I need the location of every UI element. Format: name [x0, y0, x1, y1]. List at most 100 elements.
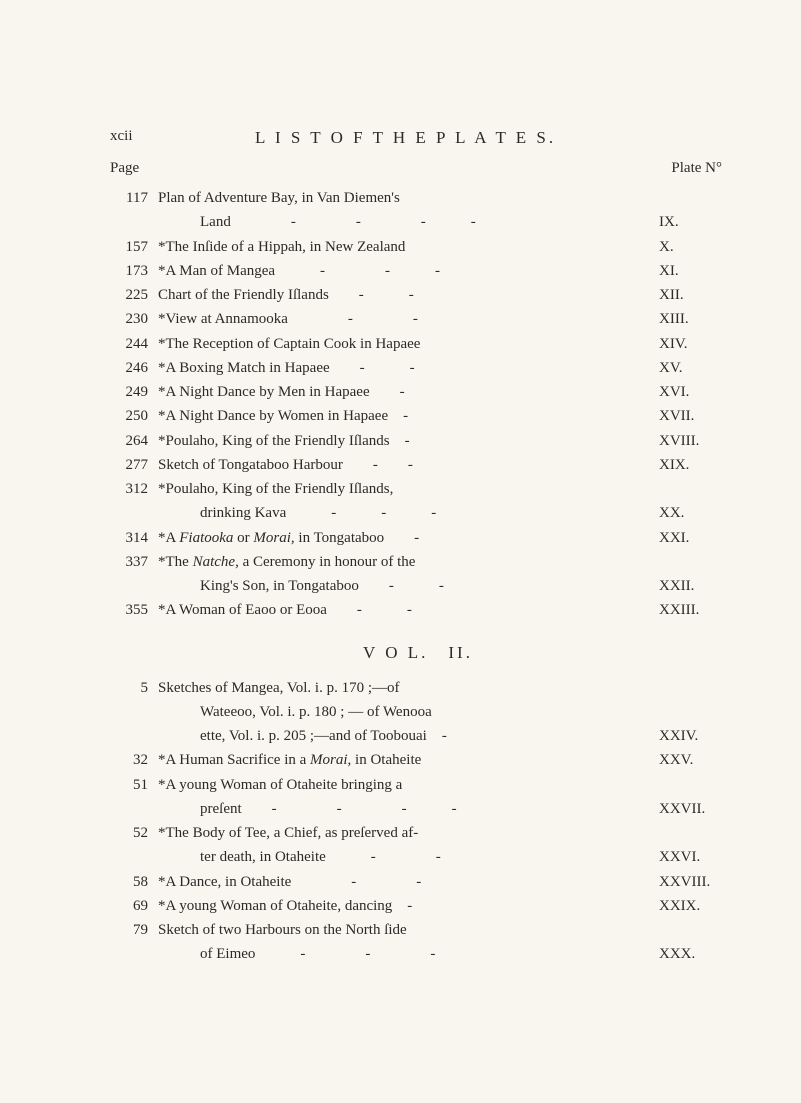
plate-entry: 58*A Dance, in Otaheite - -XXVIII. — [110, 871, 726, 894]
entry-description: *The Natche, a Ceremony in honour of the — [148, 551, 651, 574]
entry-plate-number: XI. — [651, 260, 726, 283]
entry-description: ette, Vol. i. p. 205 ;—and of Toobouai - — [148, 725, 651, 748]
plate-entry: 173*A Man of Mangea - - -XI. — [110, 260, 726, 283]
plate-entry: 79Sketch of two Harbours on the North ſi… — [110, 919, 726, 942]
plate-entry: 5Sketches of Mangea, Vol. i. p. 170 ;—of — [110, 677, 726, 700]
plate-entry: 264*Poulaho, King of the Friendly Iſland… — [110, 430, 726, 453]
entry-page-number: 157 — [110, 236, 148, 259]
entry-page-number: 52 — [110, 822, 148, 845]
plate-entry: 250*A Night Dance by Women in Hapaee -XV… — [110, 405, 726, 428]
entry-description: *The Reception of Captain Cook in Hapaee — [148, 333, 651, 356]
plate-list-content: Page Plate N° 117Plan of Adventure Bay, … — [110, 160, 726, 968]
entry-page-number: 312 — [110, 478, 148, 501]
entry-page-number: 58 — [110, 871, 148, 894]
plate-entry: Land - - - -IX. — [110, 211, 726, 234]
plate-entry: 312*Poulaho, King of the Friendly Iſland… — [110, 478, 726, 501]
entry-description: Land - - - - — [148, 211, 651, 234]
entry-description: *A Boxing Match in Hapaee - - — [148, 357, 651, 380]
entry-plate-number: XVI. — [651, 381, 726, 404]
plate-entry: 244*The Reception of Captain Cook in Hap… — [110, 333, 726, 356]
vol1-entries: 117Plan of Adventure Bay, in Van Diemen'… — [110, 187, 726, 623]
entry-description: *A Night Dance by Men in Hapaee - — [148, 381, 651, 404]
plate-entry: 337*The Natche, a Ceremony in honour of … — [110, 551, 726, 574]
plate-entry: ette, Vol. i. p. 205 ;—and of Toobouai -… — [110, 725, 726, 748]
entry-description: drinking Kava - - - — [148, 502, 651, 525]
entry-page-number: 117 — [110, 187, 148, 210]
entry-plate-number: XVIII. — [651, 430, 726, 453]
plate-entry: 277Sketch of Tongataboo Harbour - -XIX. — [110, 454, 726, 477]
plate-entry: 51*A young Woman of Otaheite bringing a — [110, 774, 726, 797]
entry-page-number: 277 — [110, 454, 148, 477]
plate-entry: preſent - - - -XXVII. — [110, 798, 726, 821]
entry-plate-number: XV. — [651, 357, 726, 380]
plate-entry: 249*A Night Dance by Men in Hapaee -XVI. — [110, 381, 726, 404]
entry-page-number: 230 — [110, 308, 148, 331]
entry-plate-number: XIV. — [651, 333, 726, 356]
plate-entry: 355*A Woman of Eaoo or Eooa - -XXIII. — [110, 599, 726, 622]
entry-description: *Poulaho, King of the Friendly Iſlands, — [148, 478, 651, 501]
entry-description: King's Son, in Tongataboo - - — [148, 575, 651, 598]
entry-description: *A Dance, in Otaheite - - — [148, 871, 651, 894]
entry-plate-number: XXVI. — [651, 846, 726, 869]
entry-plate-number: X. — [651, 236, 726, 259]
entry-description: *The Inſide of a Hippah, in New Zealand — [148, 236, 651, 259]
entry-description: *A Woman of Eaoo or Eooa - - — [148, 599, 651, 622]
entry-page-number: 250 — [110, 405, 148, 428]
entry-plate-number: XVII. — [651, 405, 726, 428]
plate-entry: 157*The Inſide of a Hippah, in New Zeala… — [110, 236, 726, 259]
entry-description: *A young Woman of Otaheite, dancing - — [148, 895, 651, 918]
entry-plate-number: XXI. — [651, 527, 726, 550]
entry-description: *A Night Dance by Women in Hapaee - — [148, 405, 651, 428]
page-title: L I S T O F T H E P L A T E S. — [255, 128, 556, 148]
plate-entry: 32*A Human Sacrifice in a Morai, in Otah… — [110, 749, 726, 772]
entry-plate-number: XXX. — [651, 943, 726, 966]
entry-page-number: 246 — [110, 357, 148, 380]
entry-page-number: 5 — [110, 677, 148, 700]
entry-page-number: 173 — [110, 260, 148, 283]
entry-plate-number: XIX. — [651, 454, 726, 477]
entry-description: preſent - - - - — [148, 798, 651, 821]
plate-entry: ter death, in Otaheite - -XXVI. — [110, 846, 726, 869]
entry-description: Wateeoo, Vol. i. p. 180 ; — of Wenooa — [148, 701, 651, 724]
entry-description: *A young Woman of Otaheite bringing a — [148, 774, 651, 797]
plate-entry: 117Plan of Adventure Bay, in Van Diemen'… — [110, 187, 726, 210]
plate-entry: of Eimeo - - -XXX. — [110, 943, 726, 966]
entry-description: Sketches of Mangea, Vol. i. p. 170 ;—of — [148, 677, 651, 700]
page-roman-numeral: xcii — [110, 128, 133, 145]
entry-plate-number: XXII. — [651, 575, 726, 598]
entry-plate-number: XII. — [651, 284, 726, 307]
entry-description: Plan of Adventure Bay, in Van Diemen's — [148, 187, 651, 210]
entry-description: *A Fiatooka or Morai, in Tongataboo - — [148, 527, 651, 550]
entry-plate-number: XXVIII. — [651, 871, 726, 894]
plate-entry: 69*A young Woman of Otaheite, dancing -X… — [110, 895, 726, 918]
entry-description: *A Human Sacrifice in a Morai, in Otahei… — [148, 749, 651, 772]
vol2-header: V O L. II. — [110, 643, 726, 663]
entry-page-number: 69 — [110, 895, 148, 918]
entry-page-number: 337 — [110, 551, 148, 574]
entry-description: Sketch of Tongataboo Harbour - - — [148, 454, 651, 477]
entry-description: *Poulaho, King of the Friendly Iſlands - — [148, 430, 651, 453]
entry-plate-number: XXIV. — [651, 725, 726, 748]
entry-page-number: 32 — [110, 749, 148, 772]
entry-plate-number: XX. — [651, 502, 726, 525]
plate-column-label: Plate N° — [671, 160, 722, 177]
column-headers: Page Plate N° — [110, 160, 726, 177]
entry-plate-number: XIII. — [651, 308, 726, 331]
entry-page-number: 249 — [110, 381, 148, 404]
plate-entry: 230*View at Annamooka - -XIII. — [110, 308, 726, 331]
entry-plate-number: XXVII. — [651, 798, 726, 821]
entry-description: ter death, in Otaheite - - — [148, 846, 651, 869]
plate-entry: King's Son, in Tongataboo - -XXII. — [110, 575, 726, 598]
entry-page-number: 79 — [110, 919, 148, 942]
entry-plate-number: IX. — [651, 211, 726, 234]
entry-plate-number: XXIX. — [651, 895, 726, 918]
entry-page-number: 264 — [110, 430, 148, 453]
plate-entry: 225Chart of the Friendly Iſlands - -XII. — [110, 284, 726, 307]
entry-description: *The Body of Tee, a Chief, as preſerved … — [148, 822, 651, 845]
plate-entry: 246*A Boxing Match in Hapaee - -XV. — [110, 357, 726, 380]
entry-plate-number: XXV. — [651, 749, 726, 772]
plate-entry: Wateeoo, Vol. i. p. 180 ; — of Wenooa — [110, 701, 726, 724]
vol2-entries: 5Sketches of Mangea, Vol. i. p. 170 ;—of… — [110, 677, 726, 967]
entry-plate-number: XXIII. — [651, 599, 726, 622]
entry-page-number: 225 — [110, 284, 148, 307]
